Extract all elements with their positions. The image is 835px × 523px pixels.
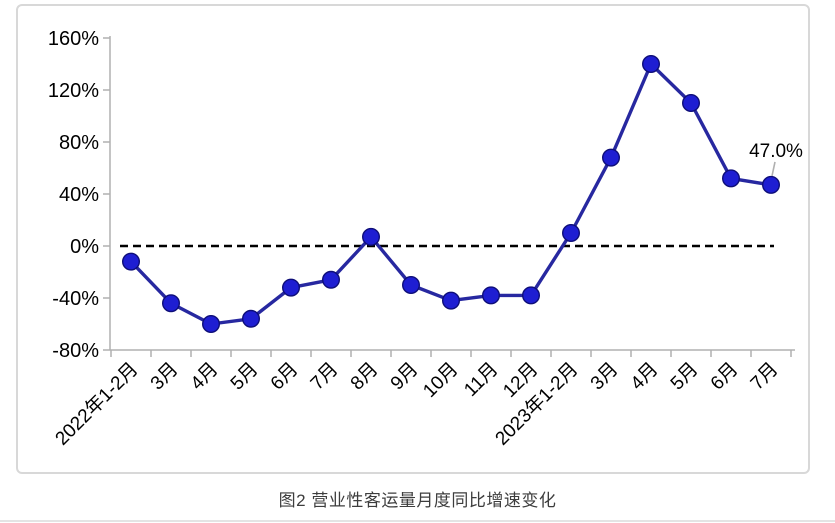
- data-point-marker: [522, 286, 541, 305]
- y-axis-label: -80%: [52, 340, 99, 362]
- data-point-marker: [322, 270, 341, 289]
- data-point-marker: [762, 175, 781, 194]
- y-axis-label: 40%: [59, 184, 99, 206]
- data-point-marker: [282, 278, 301, 297]
- data-point-marker: [402, 276, 421, 295]
- chart-card: 160% 120% 80% 40% 0% -40% -80% 2022年1-2月 3月 4月 5月 6…: [16, 4, 810, 474]
- data-point-marker: [482, 286, 501, 305]
- data-point-marker: [121, 252, 140, 271]
- x-axis-label: 4月: [627, 359, 663, 395]
- x-axis-label: 3月: [587, 359, 623, 395]
- data-point-marker: [682, 93, 701, 112]
- data-point-marker: [161, 294, 180, 313]
- annotation-label: 47.0%: [749, 141, 803, 162]
- y-axis-label: 0%: [70, 236, 99, 258]
- x-axis-label: 5月: [667, 359, 703, 395]
- data-point-marker: [442, 291, 461, 310]
- x-axis-label: 4月: [187, 359, 223, 395]
- x-axis-label: 2022年1-2月: [51, 358, 143, 450]
- x-axis-label: 3月: [147, 359, 183, 395]
- y-axis-label: 160%: [48, 28, 99, 50]
- annotation-leader-line: [771, 161, 776, 177]
- y-axis-label: 80%: [59, 132, 99, 154]
- bottom-divider: [0, 520, 835, 522]
- data-point-marker: [602, 148, 621, 167]
- x-axis-label: 6月: [267, 359, 303, 395]
- figure-caption: 图2 营业性客运量月度同比增速变化: [278, 491, 557, 510]
- x-axis-label: 11月: [460, 359, 502, 401]
- x-axis-label: 8月: [347, 359, 383, 395]
- x-axis-label: 6月: [707, 359, 743, 395]
- x-axis-label: 7月: [747, 359, 783, 395]
- line-chart: 160%120%80%40%0%-40%-80%2022年1-2月 3月 4月 5月 6…: [48, 28, 803, 450]
- y-axis-label: 120%: [48, 80, 99, 102]
- data-point-marker: [642, 55, 661, 74]
- x-axis-label: 9月: [387, 359, 423, 395]
- data-point-marker: [722, 169, 741, 188]
- x-axis-label: 10月: [419, 359, 462, 402]
- x-axis-label: 7月: [307, 359, 343, 395]
- data-point-marker: [362, 227, 381, 246]
- y-axis-label: -40%: [52, 288, 99, 310]
- data-point-marker: [201, 315, 220, 334]
- data-point-marker: [562, 223, 581, 242]
- x-axis-label: 5月: [227, 359, 263, 395]
- trend-line: [129, 62, 773, 326]
- data-point-marker: [241, 309, 260, 328]
